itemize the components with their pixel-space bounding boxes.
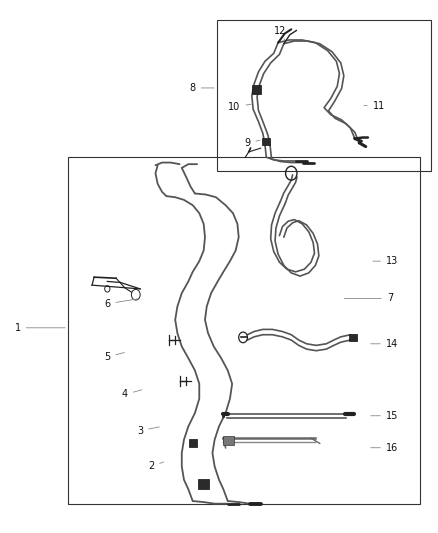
Text: 12: 12 <box>274 26 286 40</box>
Text: 8: 8 <box>190 83 214 93</box>
Text: 4: 4 <box>122 390 142 399</box>
Bar <box>262 138 270 145</box>
Bar <box>223 436 234 445</box>
Text: 7: 7 <box>344 294 393 303</box>
Text: 14: 14 <box>371 339 398 349</box>
Bar <box>68 157 420 504</box>
Text: 5: 5 <box>104 352 124 362</box>
Text: 11: 11 <box>364 101 385 110</box>
Text: 9: 9 <box>244 138 260 148</box>
Text: 16: 16 <box>371 443 398 453</box>
Bar <box>198 479 209 489</box>
Bar <box>349 334 357 341</box>
Text: 13: 13 <box>373 256 398 266</box>
Text: 2: 2 <box>148 462 164 471</box>
Text: 1: 1 <box>14 323 65 333</box>
Text: 3: 3 <box>137 426 159 435</box>
Text: 15: 15 <box>371 411 398 421</box>
Text: 10: 10 <box>228 102 251 111</box>
Text: 6: 6 <box>104 299 138 309</box>
Bar <box>252 85 261 94</box>
Bar <box>217 20 431 171</box>
Bar <box>189 439 197 448</box>
